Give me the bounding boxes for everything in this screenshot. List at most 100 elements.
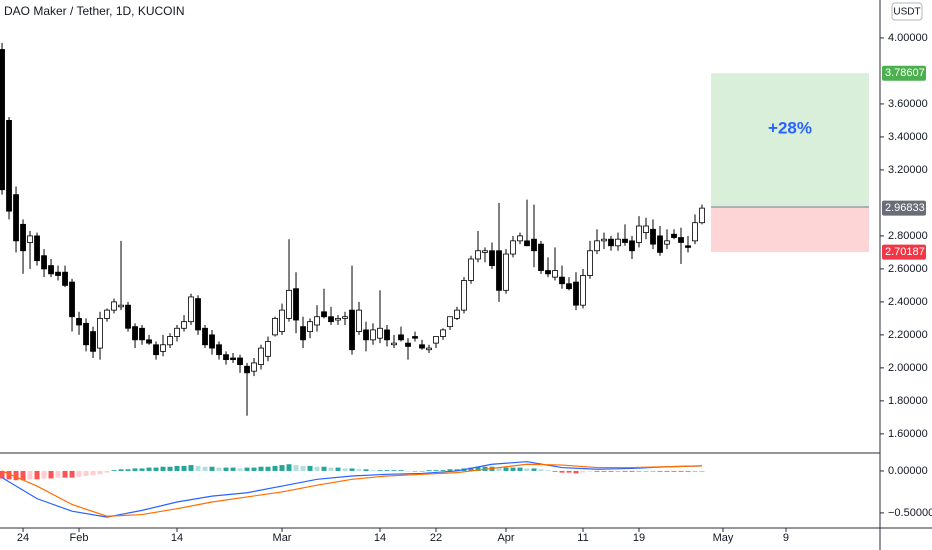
candle-body	[692, 222, 698, 242]
x-tick-label: 14	[374, 532, 386, 544]
histogram-bar	[118, 469, 124, 471]
candle-body	[307, 321, 313, 332]
histogram-bar	[671, 470, 677, 472]
candle-body	[286, 289, 292, 319]
y-tick-label: 2.00000	[888, 362, 928, 374]
candle-body	[181, 321, 187, 329]
price-label-box	[882, 200, 926, 216]
histogram-bar	[69, 470, 75, 478]
x-tick-label: 19	[633, 532, 645, 544]
histogram-bar	[377, 470, 383, 471]
histogram-bar	[90, 470, 96, 476]
candle-body	[454, 309, 460, 319]
currency-button[interactable]	[891, 2, 923, 21]
candle-body	[349, 309, 355, 351]
y-tick-label: 1.60000	[888, 428, 928, 440]
histogram-bar	[580, 470, 586, 473]
candle-body	[223, 354, 229, 361]
histogram-bar	[664, 470, 670, 472]
histogram-bar	[552, 470, 558, 472]
histogram-bar	[608, 470, 614, 472]
histogram-bar	[6, 470, 12, 480]
histogram-bar	[615, 470, 621, 472]
histogram-bar	[517, 467, 523, 471]
histogram-bar	[566, 470, 572, 473]
candle-body	[524, 240, 530, 247]
candle-body	[125, 304, 131, 329]
candle-body	[48, 265, 54, 275]
candle-body	[594, 240, 600, 252]
candle-body	[587, 250, 593, 276]
chart-title: DAO Maker / Tether, 1D, KUCOIN	[4, 4, 185, 18]
y-tick-label: 2.40000	[888, 296, 928, 308]
histogram-bar	[314, 466, 320, 471]
x-tick-label: Apr	[497, 532, 514, 544]
candle-body	[6, 120, 12, 212]
candle-body	[447, 316, 453, 328]
histogram-bar	[419, 470, 425, 472]
histogram-bar	[195, 465, 201, 471]
candle-body	[699, 207, 705, 224]
candle-body	[335, 317, 341, 321]
histogram-bar	[167, 466, 173, 471]
histogram-bar	[531, 468, 537, 471]
candle-body	[195, 298, 201, 331]
candle-body	[314, 316, 320, 326]
candle-body	[685, 245, 691, 248]
histogram-bar	[650, 470, 656, 472]
histogram-bar	[398, 470, 404, 471]
histogram-bar	[76, 470, 82, 477]
candle-body	[27, 235, 33, 243]
x-tick-label: 9	[783, 532, 789, 544]
histogram-bar	[363, 469, 369, 471]
candle-body	[671, 233, 677, 238]
candle-body	[153, 344, 159, 356]
histogram-bar	[321, 466, 327, 471]
candle-body	[0, 49, 5, 191]
histogram-bar	[272, 465, 278, 471]
candle-body	[566, 283, 572, 290]
histogram-bar	[342, 468, 348, 471]
candle-body	[629, 240, 635, 252]
candle-body	[104, 309, 110, 319]
histogram-bar	[104, 470, 110, 473]
candle-body	[503, 253, 509, 291]
histogram-bar	[153, 467, 159, 471]
position-loss-zone	[711, 206, 869, 253]
y-tick-label: 4.00000	[888, 32, 928, 44]
histogram-bar	[223, 467, 229, 471]
x-tick-label: Mar	[273, 532, 292, 544]
candle-body	[272, 317, 278, 336]
histogram-bar	[412, 470, 418, 472]
candle-body	[622, 238, 628, 243]
histogram-bar	[384, 470, 390, 471]
histogram-bar	[237, 468, 243, 471]
candle-body	[510, 240, 516, 255]
candle-body	[146, 339, 152, 344]
candle-body	[251, 362, 257, 372]
histogram-bar	[657, 470, 663, 472]
x-tick-label: May	[713, 532, 734, 544]
price-label: 2.70187	[885, 246, 925, 258]
candle-body	[412, 336, 418, 339]
candle-body	[461, 280, 467, 311]
histogram-bar	[0, 470, 5, 479]
y-tick-label: 2.60000	[888, 263, 928, 275]
candle-body	[258, 347, 264, 365]
histogram-bar	[503, 467, 509, 471]
histogram-bar	[174, 465, 180, 471]
candle-body	[657, 235, 663, 253]
histogram-bar	[447, 469, 453, 471]
currency-label[interactable]: USDT	[893, 7, 920, 18]
histogram-bar	[370, 470, 376, 471]
candle-body	[419, 344, 425, 349]
candle-body	[244, 365, 250, 374]
y-tick-label: −0.50000	[888, 507, 932, 519]
histogram-bar	[216, 467, 222, 471]
candle-body	[90, 331, 96, 352]
y-tick-label: 3.40000	[888, 131, 928, 143]
candle-body	[496, 250, 502, 291]
candle-body	[391, 342, 397, 346]
